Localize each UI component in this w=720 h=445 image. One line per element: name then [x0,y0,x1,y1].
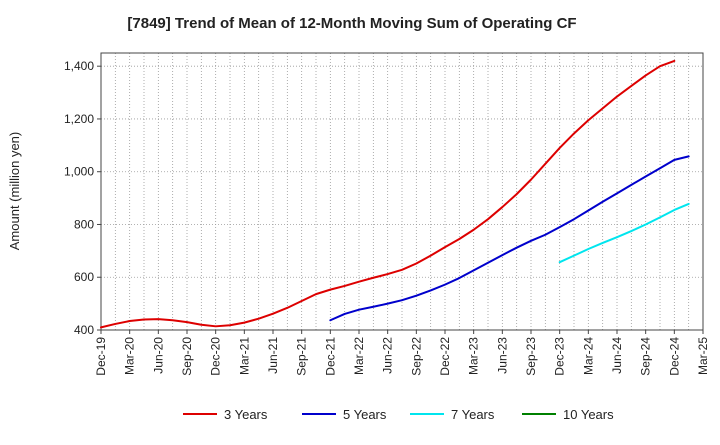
x-axis-ticks: Dec-19 Mar-20 Jun-20 Sep-20 Dec-20 Mar-21 Jun-… [94,330,710,376]
x-tick-label: Jun-22 [381,337,395,374]
y-tick-label: 1,200 [64,112,94,126]
legend-label-10-years: 10 Years [563,407,614,422]
x-tick-label: Mar-23 [467,337,481,375]
legend-label-7-years: 7 Years [451,407,495,422]
x-tick-label: Sep-24 [639,337,653,376]
x-tick-label: Dec-20 [209,337,223,376]
x-tick-label: Mar-21 [237,337,251,375]
y-axis-ticks: 400 600 800 1,000 1,200 1,400 [64,59,101,337]
legend-label-5-years: 5 Years [343,407,387,422]
y-tick-label: 1,000 [64,165,94,179]
x-tick-label: Mar-20 [123,337,137,375]
x-tick-label: Sep-20 [180,337,194,376]
x-tick-label: Mar-22 [352,337,366,375]
x-tick-label: Dec-24 [667,337,681,376]
x-tick-label: Jun-23 [495,337,509,374]
x-tick-label: Jun-24 [610,337,624,374]
x-tick-label: Dec-23 [553,337,567,376]
x-tick-label: Sep-22 [409,337,423,376]
y-axis-label: Amount (million yen) [7,132,22,251]
legend-label-3-years: 3 Years [224,407,268,422]
series-line-5-years [329,155,690,322]
x-tick-label: Sep-21 [295,337,309,376]
chart-title: [7849] Trend of Mean of 12-Month Moving … [127,15,576,32]
x-tick-label: Dec-21 [323,337,337,376]
series-line-3-years [100,59,676,329]
x-tick-label: Dec-19 [94,337,108,376]
y-tick-label: 400 [74,323,94,337]
x-tick-label: Mar-25 [696,337,710,375]
y-tick-label: 1,400 [64,59,94,73]
y-tick-label: 600 [74,270,94,284]
x-tick-label: Mar-24 [581,337,595,375]
x-tick-label: Jun-21 [266,337,280,374]
series-line-7-years [558,202,690,264]
x-tick-label: Sep-23 [524,337,538,376]
x-tick-label: Dec-22 [438,337,452,376]
legend: 3 Years 5 Years 7 Years 10 Years [183,407,614,422]
x-tick-label: Jun-20 [151,337,165,374]
series-lines [100,59,690,329]
y-tick-label: 800 [74,217,94,231]
grid-lines [101,53,703,331]
plot-area [100,52,704,331]
